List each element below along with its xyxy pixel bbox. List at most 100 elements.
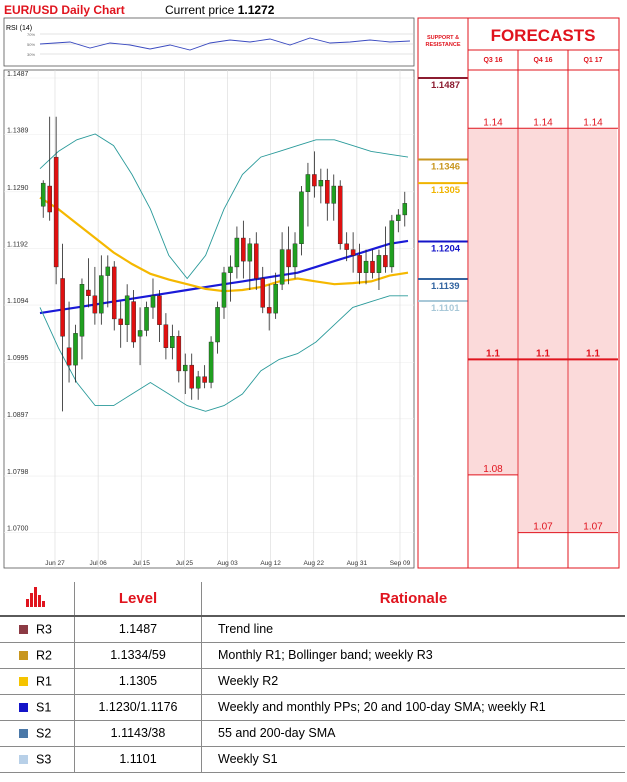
level-rationale: Weekly R2 <box>201 668 625 695</box>
rsi-tick-30: 30% <box>27 52 35 57</box>
forecast-value-label: 1.1 <box>586 348 600 359</box>
level-rationale: Trend line <box>201 616 625 643</box>
y-tick-label: 1.0798 <box>7 469 29 476</box>
level-name: R1 <box>36 674 52 689</box>
candle-body <box>79 284 85 337</box>
grid <box>4 70 414 568</box>
rsi-tick-70: 70% <box>27 32 35 37</box>
table-row-r2: R2 1.1334/59 Monthly R1; Bollinger band;… <box>0 642 625 669</box>
candle-body <box>325 180 330 204</box>
sr-level-label: 1.1305 <box>431 185 461 196</box>
forecast-value-label: 1.1 <box>486 348 500 359</box>
candle-body <box>137 330 143 337</box>
candle-body <box>176 336 182 372</box>
level-color-swatch <box>19 650 28 660</box>
candle-body <box>389 220 395 268</box>
level-color-swatch <box>19 702 28 712</box>
forecast-col-q4: Q4 16 <box>533 57 553 64</box>
candle-body <box>254 243 259 279</box>
candle-body <box>86 289 91 297</box>
x-tick-label: Aug 22 <box>303 560 324 567</box>
bar-chart-icon-cell <box>0 582 75 617</box>
candle-body <box>163 324 169 348</box>
x-tick-label: Jul 25 <box>176 560 194 567</box>
bar-chart-icon <box>26 586 45 607</box>
candle-body <box>73 333 78 366</box>
candle-body <box>47 185 52 213</box>
level-color-swatch <box>19 676 28 686</box>
candle-body <box>350 249 356 256</box>
candle-body <box>131 301 136 343</box>
candle-body <box>247 243 253 262</box>
table-row-s3: S3 1.1101 Weekly S1 <box>0 746 625 773</box>
table-row-s1: S1 1.1230/1.1176 Weekly and monthly PPs;… <box>0 694 625 721</box>
candle-body <box>402 203 408 216</box>
y-tick-label: 1.0995 <box>7 355 29 362</box>
y-tick-label: 1.1094 <box>7 298 29 305</box>
candle-body <box>292 243 298 268</box>
forecast-range-band <box>469 128 517 475</box>
level-name: R2 <box>36 648 52 663</box>
sr-level-label: 1.1139 <box>431 281 460 292</box>
current-price: Current price 1.1272 <box>165 3 274 17</box>
table-header-row: Level Rationale <box>0 582 625 617</box>
level-color-swatch <box>19 625 28 635</box>
y-axis: 1.1487 1.1389 1.1290 1.1192 1.1094 1.0995 1.08… <box>7 71 29 533</box>
y-tick-label: 1.1192 <box>7 241 28 248</box>
candle-body <box>357 255 362 273</box>
level-color-swatch <box>19 754 28 764</box>
candle-body <box>66 347 72 366</box>
candle-body <box>370 260 375 273</box>
candle-body <box>376 255 382 273</box>
level-rationale: 55 and 200-day SMA <box>201 720 625 747</box>
candle-body <box>299 191 304 245</box>
level-rationale: Monthly R1; Bollinger band; weekly R3 <box>201 642 625 669</box>
x-tick-label: Jul 15 <box>133 560 151 567</box>
rsi-label: RSI (14) <box>6 25 32 32</box>
sr-level-label: 1.1101 <box>431 303 460 314</box>
forecast-value-label: 1.07 <box>533 522 553 533</box>
price-value: 1.1272 <box>237 3 275 17</box>
table-row-r3: R3 1.1487 Trend line <box>0 616 625 643</box>
forecast-value-label: 1.14 <box>533 117 553 128</box>
sr-level-label: 1.1204 <box>431 243 461 254</box>
table-row-s2: S2 1.1143/38 55 and 200-day SMA <box>0 720 625 747</box>
x-tick-label: Aug 12 <box>260 560 281 567</box>
candle-body <box>111 266 117 320</box>
forecast-value-label: 1.08 <box>483 464 503 475</box>
levels-table: Level Rationale R3 1.1487 Trend line R2 … <box>0 582 625 773</box>
level-value: 1.1143/38 <box>74 720 202 747</box>
x-tick-label: Sep 09 <box>390 560 411 567</box>
level-value: 1.1101 <box>74 746 202 773</box>
candle-body <box>273 284 278 314</box>
forecast-value-label: 1.14 <box>583 117 603 128</box>
y-tick-label: 1.1290 <box>7 185 29 192</box>
sr-level-label: 1.1487 <box>431 80 460 91</box>
forecasts-title: FORECASTS <box>490 26 596 45</box>
level-name: S2 <box>36 726 52 741</box>
bollinger-lower-line <box>39 295 408 412</box>
candle-body <box>202 376 207 383</box>
candle-body <box>337 185 343 245</box>
level-rationale: Weekly and monthly PPs; 20 and 100-day S… <box>201 694 625 721</box>
level-value: 1.1487 <box>74 616 202 643</box>
level-color-swatch <box>19 728 28 738</box>
y-tick-label: 1.1487 <box>7 71 29 78</box>
candle-body <box>118 318 123 325</box>
rsi-tick-50: 50% <box>27 42 35 47</box>
candle-body <box>318 180 324 187</box>
candle-body <box>260 278 266 308</box>
candle-body <box>60 278 65 337</box>
forecast-range-band <box>519 128 567 533</box>
forecast-ranges: 1.14 1.1 1.08 1.14 1.1 1.07 1.14 1.1 1.07 <box>468 117 618 534</box>
header-level: Level <box>74 582 202 617</box>
table-row-r1: R1 1.1305 Weekly R2 <box>0 668 625 695</box>
sr-level-label: 1.1346 <box>431 161 460 172</box>
candle-body <box>221 272 227 308</box>
forecast-value-label: 1.07 <box>583 522 603 533</box>
level-name: R3 <box>36 622 52 637</box>
y-tick-label: 1.1389 <box>7 128 29 135</box>
candle-body <box>208 341 214 383</box>
candle-body <box>124 295 130 325</box>
sr-levels: 1.1487 1.1346 1.1305 1.1204 1.1139 1.1101 <box>418 77 468 314</box>
